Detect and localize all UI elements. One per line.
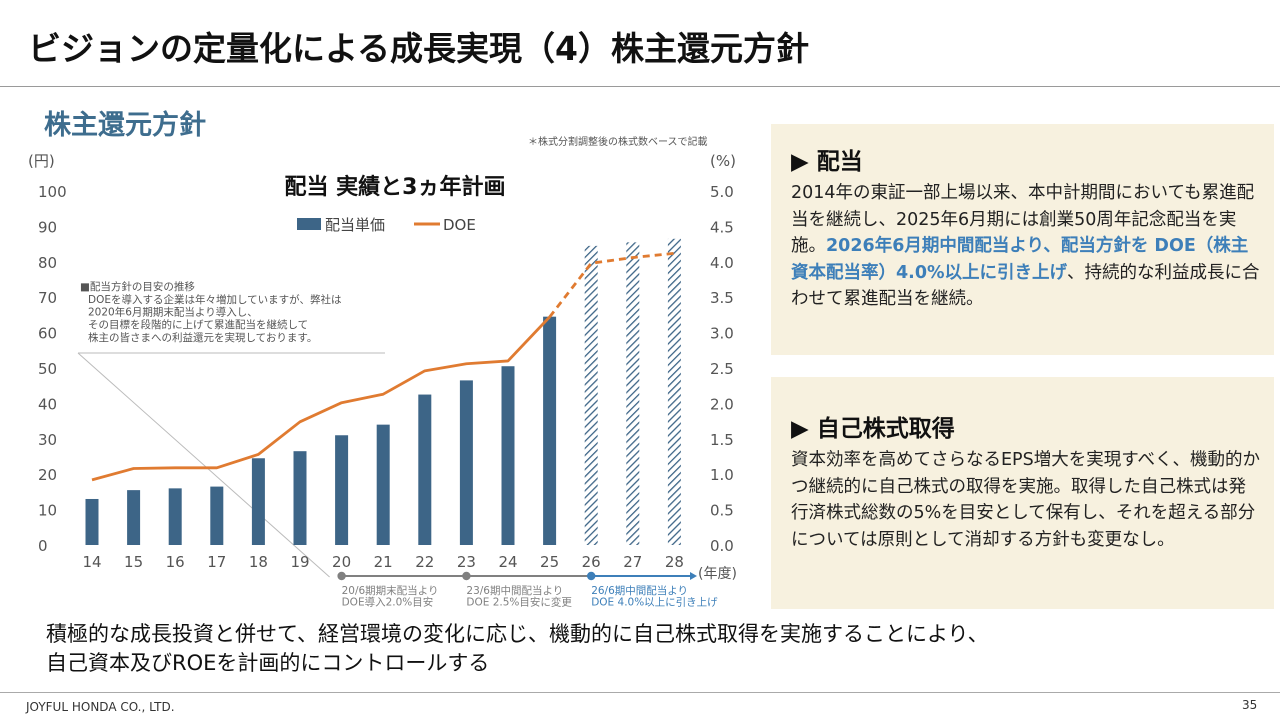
dividend-bar [293, 451, 307, 545]
milestone-label: 26/6期中間配当より [591, 584, 688, 597]
right-axis-tick: 4.0 [710, 254, 734, 272]
x-axis-tick: 27 [623, 553, 642, 571]
right-axis-tick: 5.0 [710, 183, 734, 201]
x-axis-tick: 14 [82, 553, 101, 571]
dividend-bar [127, 490, 141, 545]
dividend-bar-planned [667, 238, 681, 546]
right-axis-tick: 4.5 [710, 218, 734, 236]
x-axis-unit: (年度) [698, 566, 737, 582]
milestone-label: 20/6期期末配当より [342, 584, 439, 597]
summary-line-1: 積極的な成長投資と併せて、経営環境の変化に応じ、機動的に自己株式取得を実施するこ… [46, 622, 989, 646]
section-title: 株主還元方針 [44, 110, 206, 141]
annotation-line: DOEを導入する企業は年々増加していますが、弊社は [88, 293, 341, 306]
milestone-dot [462, 571, 471, 581]
milestone-label: 23/6期中間配当より [466, 584, 563, 597]
dividend-chart: (円) (%) 0 10 20 30 40 50 60 70 80 90 100 0.0 0.5 1.0 1.5… [28, 152, 737, 609]
x-axis-tick: 16 [166, 553, 185, 571]
company-name: JOYFUL HONDA CO., LTD. [26, 700, 175, 714]
legend-label-doe: DOE [443, 216, 476, 234]
dividend-bar [210, 486, 224, 545]
x-axis-tick: 15 [124, 553, 143, 571]
left-axis-tick: 0 [38, 537, 48, 555]
left-axis-tick: 50 [38, 360, 57, 378]
dividend-bar-planned [626, 242, 640, 545]
dividend-bar [418, 394, 432, 545]
dividend-text-2: 、持続的な利益成長に合わせて累進配当を継続。 [791, 262, 1260, 310]
annotation-line: 2020年6月期期末配当より導入し、 [88, 306, 258, 319]
left-axis-tick: 10 [38, 502, 57, 520]
milestone-label: DOE 4.0%以上に引き上げ [591, 596, 718, 609]
left-axis-unit: (円) [28, 152, 55, 170]
x-axis-tick: 25 [540, 553, 559, 571]
x-axis-tick: 22 [415, 553, 434, 571]
legend-label-dividend: 配当単価 [325, 216, 385, 234]
dividend-bar [376, 424, 390, 545]
right-axis-tick: 0.0 [710, 537, 734, 555]
annotation-title: ■配当方針の目安の推移 [80, 280, 195, 293]
x-axis-tick: 21 [374, 553, 393, 571]
x-axis-tick: 18 [249, 553, 268, 571]
left-axis-tick: 80 [38, 254, 57, 272]
dividend-bar [168, 488, 182, 545]
legend-swatch-dividend [297, 218, 321, 230]
x-axis-tick: 26 [582, 553, 601, 571]
right-axis-tick: 1.5 [710, 431, 734, 449]
summary-statement: 積極的な成長投資と併せて、経営環境の変化に応じ、機動的に自己株式取得を実施するこ… [46, 620, 989, 678]
x-axis-tick: 28 [665, 553, 684, 571]
dividend-bar [85, 498, 99, 545]
left-axis-tick: 100 [38, 183, 67, 201]
dividend-policy-panel: ▶ 配当 2014年の東証一部上場以来、本中計期間においても累進配当を継続し、2… [771, 124, 1274, 355]
annotation-line: 株主の皆さまへの利益還元を実現しております。 [88, 331, 317, 344]
buyback-heading-text: 自己株式取得 [816, 416, 955, 442]
annotation-leader-line [77, 352, 330, 578]
annotation-line: その目標を段階的に上げて累進配当を継続して [88, 318, 308, 331]
right-axis-tick: 3.5 [710, 289, 734, 307]
right-axis-tick: 0.5 [710, 502, 734, 520]
x-axis-tick: 19 [290, 553, 309, 571]
dividend-highlight: 2026年6月期中間配当より、配当方針を DOE（株主資本配当率）4.0%以上に… [791, 236, 1249, 283]
right-axis-tick: 3.0 [710, 325, 734, 343]
buyback-heading: ▶ 自己株式取得 [791, 416, 955, 442]
milestone-dot [587, 571, 596, 581]
left-axis-tick: 70 [38, 289, 57, 307]
chart-title: 配当 実績と3ヵ年計画 [285, 174, 506, 200]
dividend-body: 2014年の東証一部上場以来、本中計期間においても累進配当を継続し、2025年6… [791, 180, 1261, 313]
slide-title: ビジョンの定量化による成長実現（4）株主還元方針 [28, 29, 809, 68]
title-divider [0, 86, 1280, 87]
dividend-bar [543, 316, 557, 545]
left-axis-tick: 90 [38, 218, 57, 236]
right-axis-tick: 2.5 [710, 360, 734, 378]
x-axis-tick: 23 [457, 553, 476, 571]
timeline-arrow-icon [690, 572, 697, 580]
buyback-body: 資本効率を高めてさらなるEPS増大を実現すべく、機動的かつ継続的に自己株式の取得… [791, 450, 1260, 550]
milestone-label: DOE 2.5%目安に変更 [466, 596, 572, 609]
left-axis-tick: 60 [38, 325, 57, 343]
doe-line-planned [548, 251, 675, 318]
dividend-bar [251, 458, 265, 545]
right-axis-unit: (%) [710, 152, 736, 170]
left-axis-tick: 30 [38, 431, 57, 449]
x-axis-tick: 20 [332, 553, 351, 571]
dividend-bar [501, 366, 515, 545]
summary-line-2: 自己資本及びROEを計画的にコントロールする [46, 651, 490, 675]
milestone-label: DOE導入2.0%目安 [342, 596, 434, 609]
dividend-bar [335, 435, 349, 545]
buyback-policy-panel: ▶ 自己株式取得 資本効率を高めてさらなるEPS増大を実現すべく、機動的かつ継続… [771, 377, 1274, 609]
left-axis-tick: 20 [38, 466, 57, 484]
dividend-text-1: 2014年の東証一部上場以来、本中計期間においても累進配当を継続し、2025年6… [791, 183, 1255, 256]
dividend-bar-planned [584, 245, 598, 545]
right-axis-tick: 1.0 [710, 466, 734, 484]
split-adjustment-note: ＊株式分割調整後の株式数ベースで記載 [528, 137, 708, 148]
x-axis-tick: 24 [498, 553, 517, 571]
x-axis-tick: 17 [207, 553, 226, 571]
dividend-bar [459, 380, 473, 545]
right-axis-tick: 2.0 [710, 395, 734, 413]
footer-divider [0, 692, 1280, 693]
left-axis-tick: 40 [38, 395, 57, 413]
dividend-heading-text: 配当 [816, 149, 863, 175]
doe-line-actual [91, 316, 551, 482]
page-number: 35 [1242, 698, 1258, 712]
dividend-heading: ▶ 配当 [791, 149, 863, 175]
milestone-dot [337, 571, 346, 581]
